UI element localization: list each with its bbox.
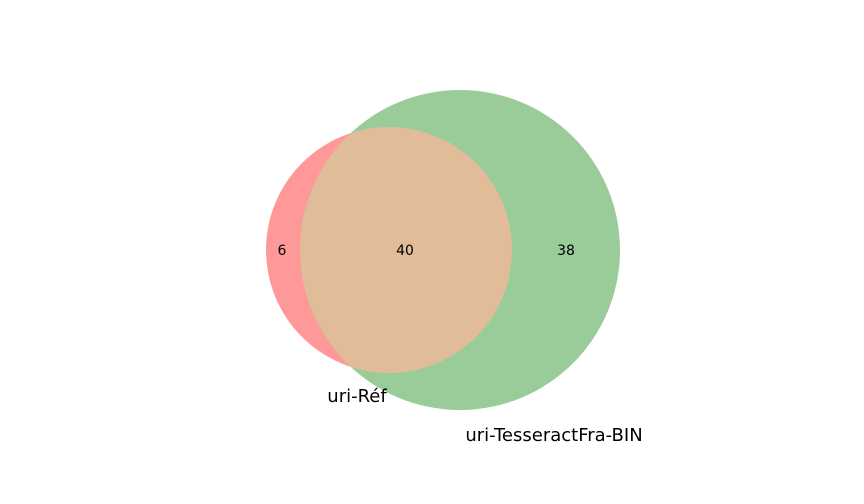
set-a-label: uri-Réf: [327, 386, 387, 407]
only-a-count: 6: [278, 243, 287, 259]
intersection-count: 40: [396, 243, 414, 259]
intersection-region: [300, 127, 512, 373]
only-b-count: 38: [557, 243, 575, 259]
set-b-label: uri-TesseractFra-BIN: [465, 425, 642, 446]
